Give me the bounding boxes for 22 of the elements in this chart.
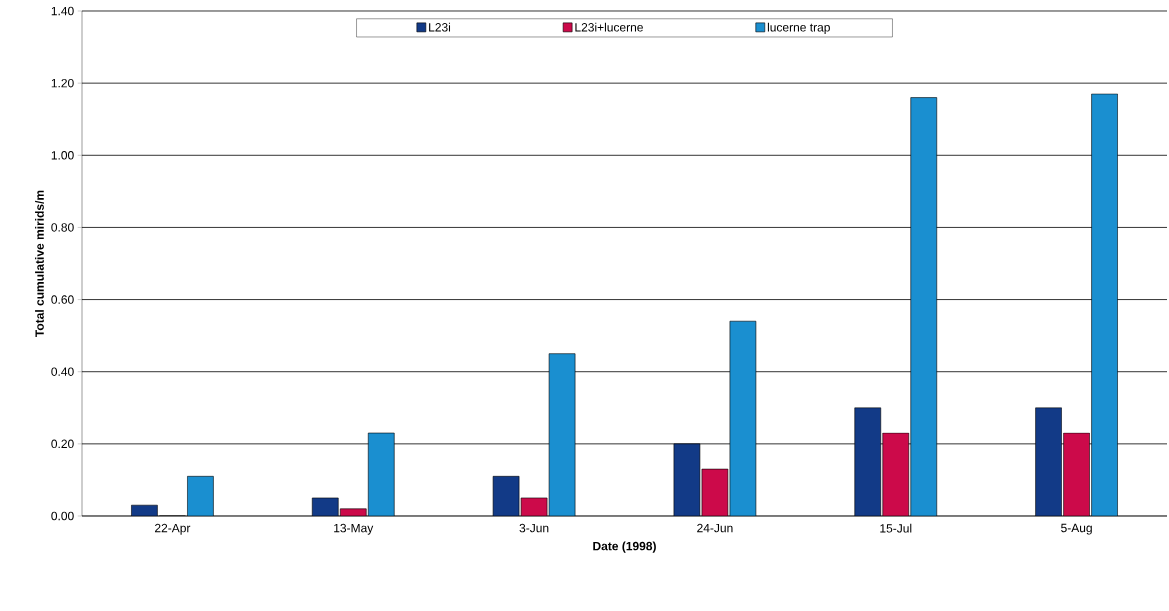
legend-label: L23i+lucerne (575, 22, 643, 32)
y-tick-label: 1.20 (51, 78, 74, 88)
x-tick-label: 15-Jul (880, 523, 912, 533)
bar (673, 443, 700, 516)
y-tick-label: 0.80 (51, 223, 74, 232)
y-tick-label: 0.60 (51, 295, 74, 304)
y-tick-label: 0.40 (51, 367, 74, 376)
x-axis-title: Date (1998) (593, 541, 656, 553)
x-tick-label: 22-Apr (155, 523, 191, 535)
x-tick-label: 13-May (334, 523, 374, 535)
bar (1035, 407, 1062, 516)
y-tick-label: 1.00 (51, 151, 74, 160)
x-tick-label: 3-Jun (519, 523, 549, 533)
y-tick-label: 0.00 (51, 511, 74, 521)
y-axis-title: Total cumulative mirids/m (35, 190, 44, 337)
y-tick-label: 0.20 (51, 439, 74, 449)
y-tick-label: 1.40 (51, 6, 74, 16)
legend-label: L23i (429, 22, 451, 32)
legend-label: lucerne trap (767, 22, 830, 34)
x-tick-label: 24-Jun (697, 523, 733, 533)
bar (854, 407, 881, 516)
x-tick-label: 5-Aug (1061, 523, 1092, 535)
